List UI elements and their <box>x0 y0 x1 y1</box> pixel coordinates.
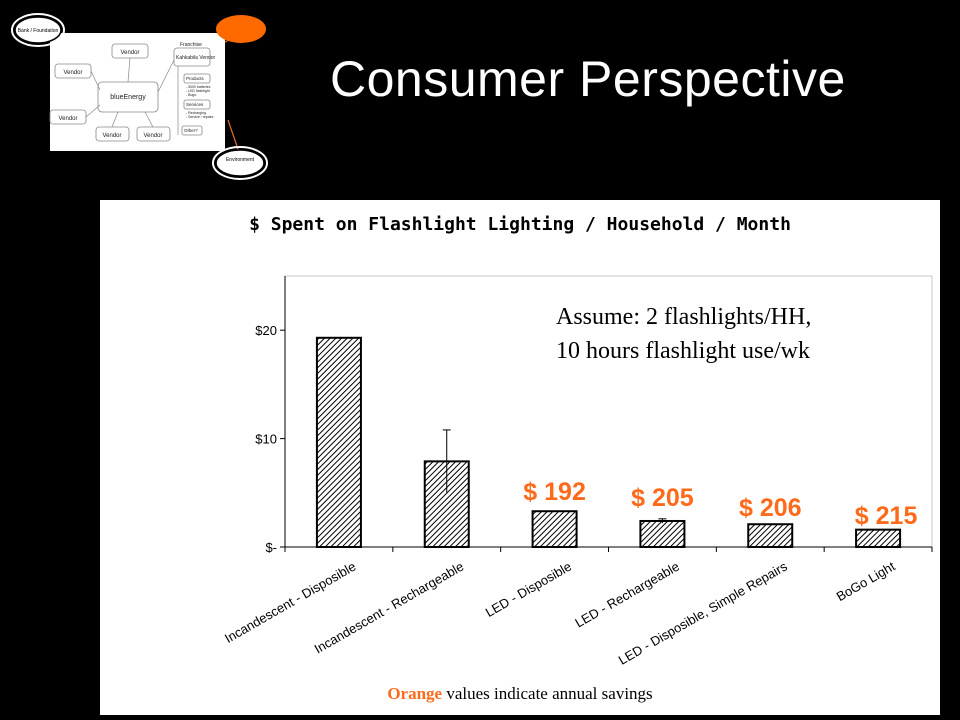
assumption-annotation: Assume: 2 flashlights/HH, 10 hours flash… <box>556 300 811 368</box>
savings-label: $ 205 <box>631 484 694 512</box>
vendor-label: Vendor <box>120 50 139 56</box>
assumption-line: Assume: 2 flashlights/HH, <box>556 304 812 330</box>
business-model-diagram: Bank / Foundation Environment Vendor Ven… <box>11 13 268 180</box>
vendor-label: Vendor <box>58 116 77 122</box>
vendor-label: Vendor <box>63 70 82 76</box>
savings-label: $ 215 <box>855 502 918 530</box>
vendor-label: Vendor <box>143 133 162 139</box>
other-box <box>181 125 203 136</box>
diagram-link <box>111 111 119 128</box>
other-label: Other? <box>184 128 198 133</box>
chart-panel: $ Spent on Flashlight Lighting / Househo… <box>100 200 940 715</box>
vendor-label: Vendor <box>102 133 121 139</box>
bar <box>747 523 794 548</box>
franchise-vendor-label: Kahkabila Vendor <box>176 55 216 61</box>
savings-label: $ 192 <box>523 478 586 506</box>
x-tick-label: LED - Disposible, Simple Repairs <box>616 558 790 667</box>
bank-node <box>14 16 62 44</box>
bank-node-label: Bank / Foundation <box>18 28 59 34</box>
vendor-box <box>95 126 130 142</box>
services-label: Services <box>186 102 204 107</box>
products-item: - LED flashlight <box>186 89 210 93</box>
environment-node-label: Environment <box>226 157 255 163</box>
y-tick-label: $20 <box>255 323 277 338</box>
x-tick-label: LED - Rechargeable <box>572 559 682 631</box>
environment-node-ring <box>212 146 268 180</box>
x-tick-label: LED - Disposible <box>483 559 574 620</box>
footnote-text: values indicate annual savings <box>442 684 653 703</box>
products-item: - 5000 batteries <box>186 85 211 89</box>
assumption-line: 10 hours flashlight use/wk <box>556 338 810 364</box>
center-node-label: blueEnergy <box>110 94 146 101</box>
services-box <box>183 99 211 110</box>
slide-title: Consumer Perspective <box>330 51 846 107</box>
savings-label: $ 206 <box>739 494 802 522</box>
diagram-link <box>144 111 154 128</box>
vendor-box <box>136 126 171 142</box>
orange-node <box>216 15 266 43</box>
bar <box>315 336 362 548</box>
diagram-link <box>127 57 131 83</box>
x-tick-label: BoGo Light <box>834 558 898 604</box>
environment-node <box>215 149 265 177</box>
products-label: Products <box>186 76 205 81</box>
y-tick-label: $- <box>265 540 277 555</box>
bar <box>531 510 578 548</box>
bank-node-ring <box>11 13 65 47</box>
franchise-box <box>173 47 211 67</box>
diagram-link <box>90 70 101 91</box>
products-box <box>183 73 211 84</box>
diagram-link <box>85 104 101 118</box>
services-item: - Service / repairs <box>186 115 214 119</box>
services-item: - Recharging <box>186 111 206 115</box>
bar <box>855 528 902 549</box>
diagram-link <box>157 59 175 93</box>
products-item: - Bogo <box>186 93 196 97</box>
bar <box>639 519 686 549</box>
chart-title: $ Spent on Flashlight Lighting / Househo… <box>249 214 791 235</box>
franchise-label: Franchise <box>180 42 202 48</box>
footnote-highlight: Orange <box>387 684 443 703</box>
connector-line <box>227 119 241 156</box>
footnote: Orange values indicate annual savings <box>100 684 940 704</box>
y-tick-label: $10 <box>255 432 277 447</box>
